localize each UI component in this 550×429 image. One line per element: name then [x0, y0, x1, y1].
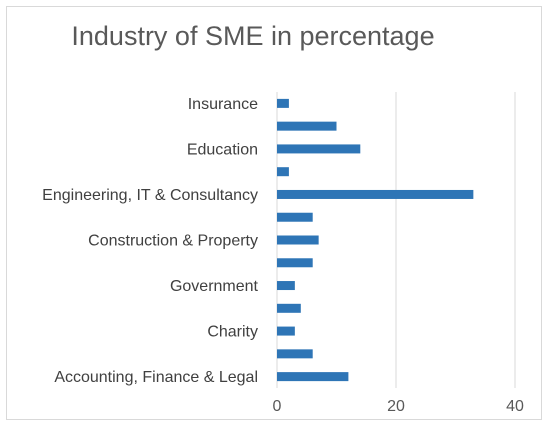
category-labels: Accounting, Finance & Legal Charity Govern… [42, 96, 258, 386]
bar-0 [277, 372, 349, 382]
category-label-4: Government [170, 278, 259, 295]
bar-10 [277, 144, 361, 154]
category-label-12: Insurance [188, 96, 258, 113]
bar-5 [277, 258, 313, 268]
bar-3 [277, 303, 301, 313]
bar-9 [277, 167, 289, 177]
category-label-8: Engineering, IT & Consultancy [42, 187, 258, 204]
x-tick-label-0: 0 [273, 398, 282, 415]
bar-1 [277, 349, 313, 359]
bar-7 [277, 212, 313, 222]
x-tick-label-40: 40 [506, 398, 524, 415]
x-tick-label-20: 20 [387, 398, 405, 415]
bar-6 [277, 235, 319, 245]
category-label-10: Education [187, 141, 258, 158]
chart-frame [6, 6, 542, 420]
bar-12 [277, 98, 289, 108]
bars [277, 98, 474, 382]
bar-11 [277, 121, 337, 131]
chart-title: Industry of SME in percentage [71, 21, 434, 51]
bar-8 [277, 189, 474, 199]
bar-4 [277, 281, 295, 291]
category-label-6: Construction & Property [88, 233, 258, 250]
category-label-2: Charity [207, 324, 258, 341]
category-label-0: Accounting, Finance & Legal [54, 369, 258, 386]
x-tick-labels: 0 20 40 [273, 398, 524, 415]
bar-2 [277, 326, 295, 336]
